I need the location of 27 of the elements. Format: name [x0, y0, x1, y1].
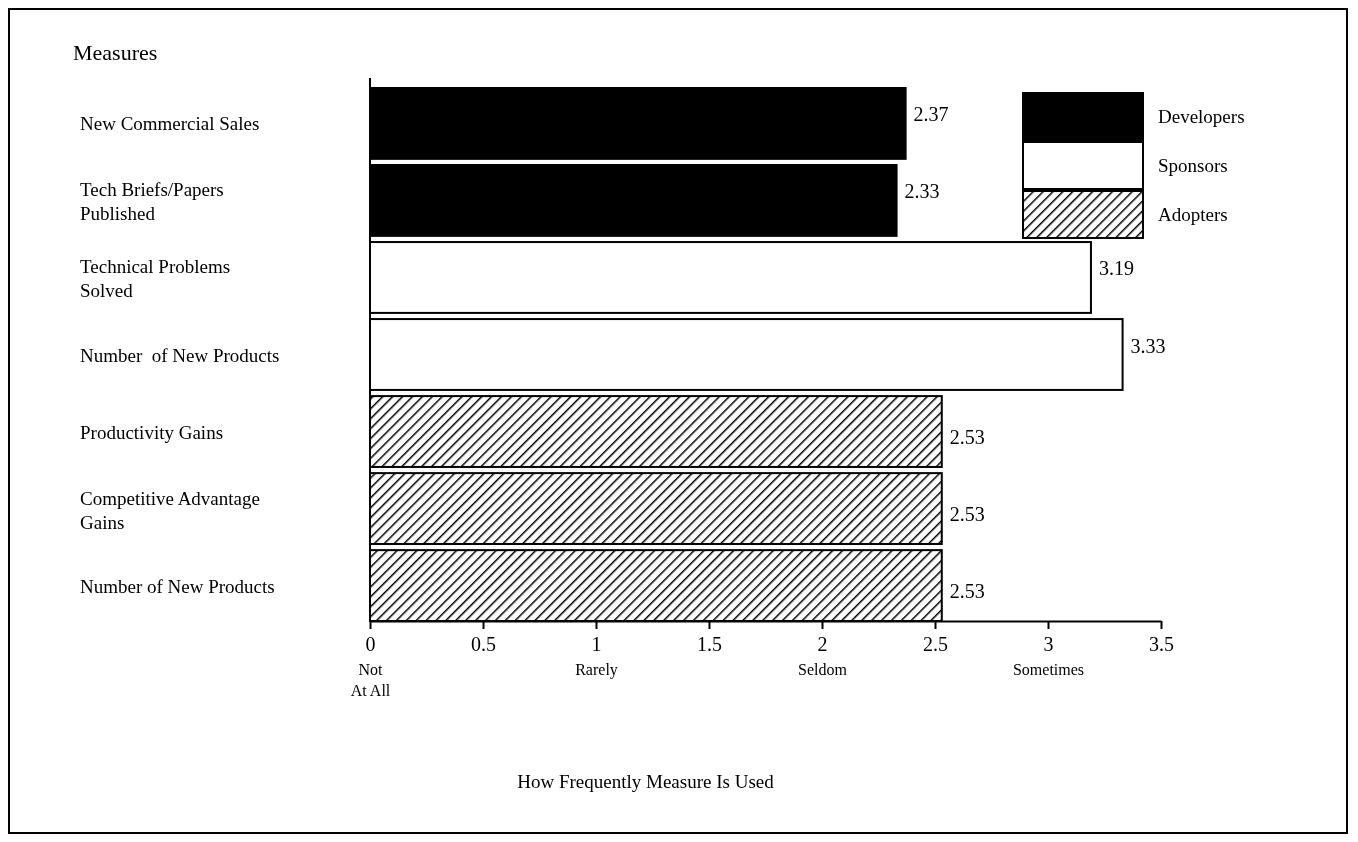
x-tick-label: 2 Seldom: [798, 633, 848, 678]
data-label: 3.33: [1130, 334, 1166, 357]
text: Adopters: [1158, 204, 1228, 225]
data-label: 2.53: [949, 425, 985, 448]
data-label: 2.53: [949, 502, 985, 525]
data-label: 2.33: [904, 180, 940, 203]
x-tick-label: 0 Not At All: [350, 633, 391, 699]
x-tick-label: 2.5: [923, 633, 948, 655]
y-tick-label: Technical Problems Solved: [80, 256, 231, 302]
text: How Frequently Measure Is Used: [517, 771, 775, 792]
y-tick-label: Productivity Gains: [80, 421, 224, 443]
text: Developers: [1158, 106, 1245, 127]
data-label: 2.53: [949, 579, 985, 602]
x-tick-label: 1.5: [697, 633, 722, 655]
data-label: 2.37: [913, 103, 949, 126]
text: Sponsors: [1158, 155, 1228, 176]
y-tick-label: New Commercial Sales: [80, 113, 260, 135]
y-tick-label: Competitive Advantage Gains: [80, 487, 260, 533]
x-tick-label: 0.5: [471, 633, 496, 655]
data-label: 3.19: [1098, 257, 1134, 280]
text: Measures: [73, 40, 158, 65]
x-tick-label: 1 Rarely: [575, 633, 618, 679]
y-tick-label: Number of New Products: [80, 344, 280, 366]
y-tick-label: Tech Briefs/Papers Published: [80, 179, 224, 225]
y-tick-label: Number of New Products: [80, 575, 275, 597]
x-tick-label: 3.5: [1149, 633, 1174, 655]
x-tick-label: 3 Sometimes: [1012, 633, 1085, 678]
